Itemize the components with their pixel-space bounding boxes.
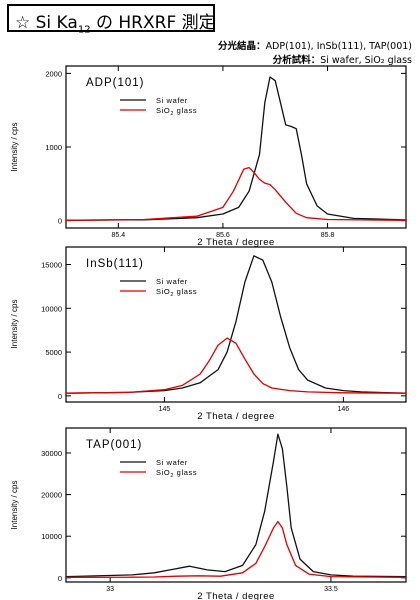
y-tick-label: 20000 [41, 491, 62, 500]
legend-label: SiO2 glass [156, 106, 197, 117]
x-tick-label: 145 [159, 406, 171, 413]
series-line [65, 76, 407, 221]
x-tick-label: 85.6 [216, 232, 230, 239]
legend-label: Si wafer [156, 277, 188, 286]
series-line [65, 337, 407, 394]
plot-frame [65, 427, 407, 583]
y-tick-label: 5000 [45, 348, 62, 357]
legend-label: SiO2 glass [156, 468, 197, 479]
y-tick-label: 0 [58, 392, 62, 401]
sample-info-value: Si wafer, SiO₂ glass [320, 55, 412, 66]
x-tick-label: 146 [338, 406, 350, 413]
y-tick-label: 30000 [41, 449, 62, 458]
x-tick-label: 33.5 [324, 586, 338, 593]
legend-label: Si wafer [156, 96, 188, 105]
y-tick-label: 0 [58, 217, 62, 226]
chart-title: InSb(111) [86, 258, 144, 270]
sample-info: 分析試料：Si wafer, SiO₂ glass [273, 52, 412, 66]
x-tick-label: 33 [106, 586, 114, 593]
legend-label: SiO2 glass [156, 287, 197, 298]
crystal-info-value: ADP(101), InSb(111), TAP(001) [265, 41, 412, 52]
chart-title: ADP(101) [86, 77, 145, 89]
x-axis-label: 2 Theta / degree [197, 237, 275, 248]
series-line [65, 166, 407, 221]
y-tick-label: 15000 [41, 261, 62, 270]
x-axis-label: 2 Theta / degree [197, 411, 275, 422]
plot-frame [65, 246, 407, 403]
series-line [65, 255, 407, 394]
y-tick-label: 10000 [41, 532, 62, 541]
title-suffix: の HRXRF 測定 [90, 13, 216, 33]
crystal-info-label: 分光結晶： [218, 41, 266, 52]
title-subscript: 12 [77, 24, 91, 36]
y-axis-label: Intensity / cps [10, 300, 19, 349]
plot-frame [65, 65, 407, 229]
x-axis-label: 2 Theta / degree [197, 591, 275, 600]
title-box: ☆ Si Ka12 の HRXRF 測定 [7, 4, 216, 35]
legend-label: Si wafer [156, 458, 188, 467]
title-prefix: ☆ Si Ka [15, 13, 78, 33]
y-tick-label: 0 [58, 574, 62, 583]
series-line [65, 433, 407, 578]
crystal-info: 分光結晶：ADP(101), InSb(111), TAP(001) [218, 38, 412, 52]
series-line [65, 520, 407, 579]
page-title: ☆ Si Ka12 の HRXRF 測定 [15, 8, 216, 35]
y-axis-label: Intensity / cps [10, 481, 19, 530]
y-tick-label: 2000 [45, 69, 62, 78]
y-tick-label: 10000 [41, 304, 62, 313]
x-tick-label: 85.4 [111, 232, 125, 239]
sample-info-label: 分析試料： [272, 55, 321, 66]
y-axis-label: Intensity / cps [10, 123, 19, 172]
x-tick-label: 85.8 [321, 232, 335, 239]
chart-title: TAP(001) [86, 439, 142, 451]
y-tick-label: 1000 [45, 143, 62, 152]
